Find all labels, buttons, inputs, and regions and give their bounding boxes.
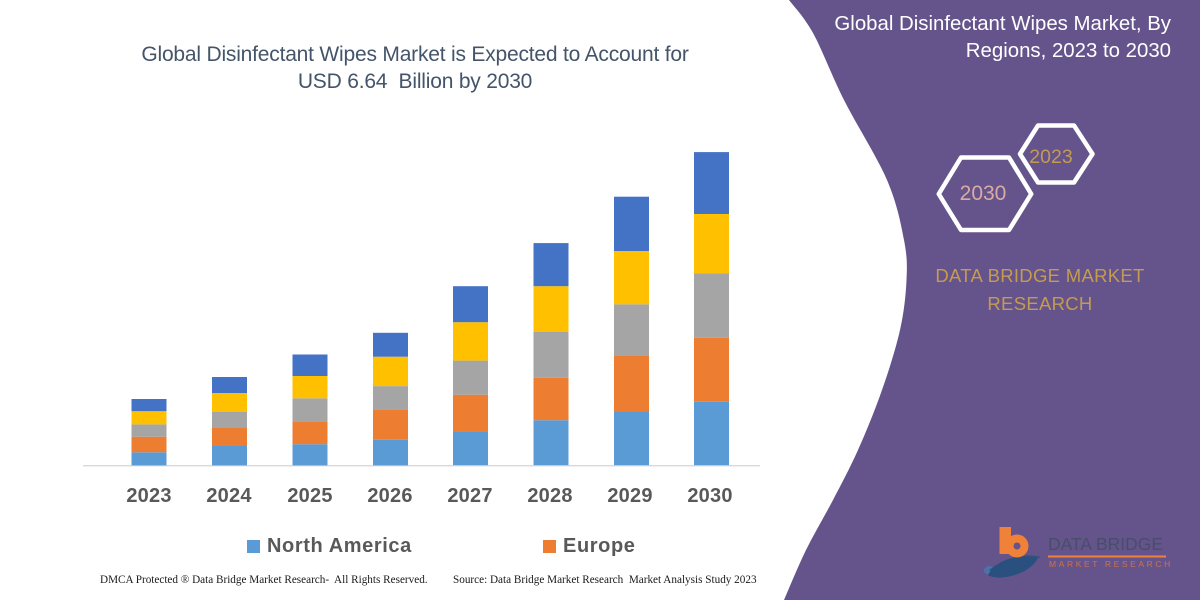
svg-text:2023: 2023 <box>1029 146 1072 168</box>
svg-text:DATA BRIDGE: DATA BRIDGE <box>1048 534 1163 554</box>
svg-text:2030: 2030 <box>960 182 1007 205</box>
svg-text:MARKET RESEARCH: MARKET RESEARCH <box>1049 559 1173 569</box>
